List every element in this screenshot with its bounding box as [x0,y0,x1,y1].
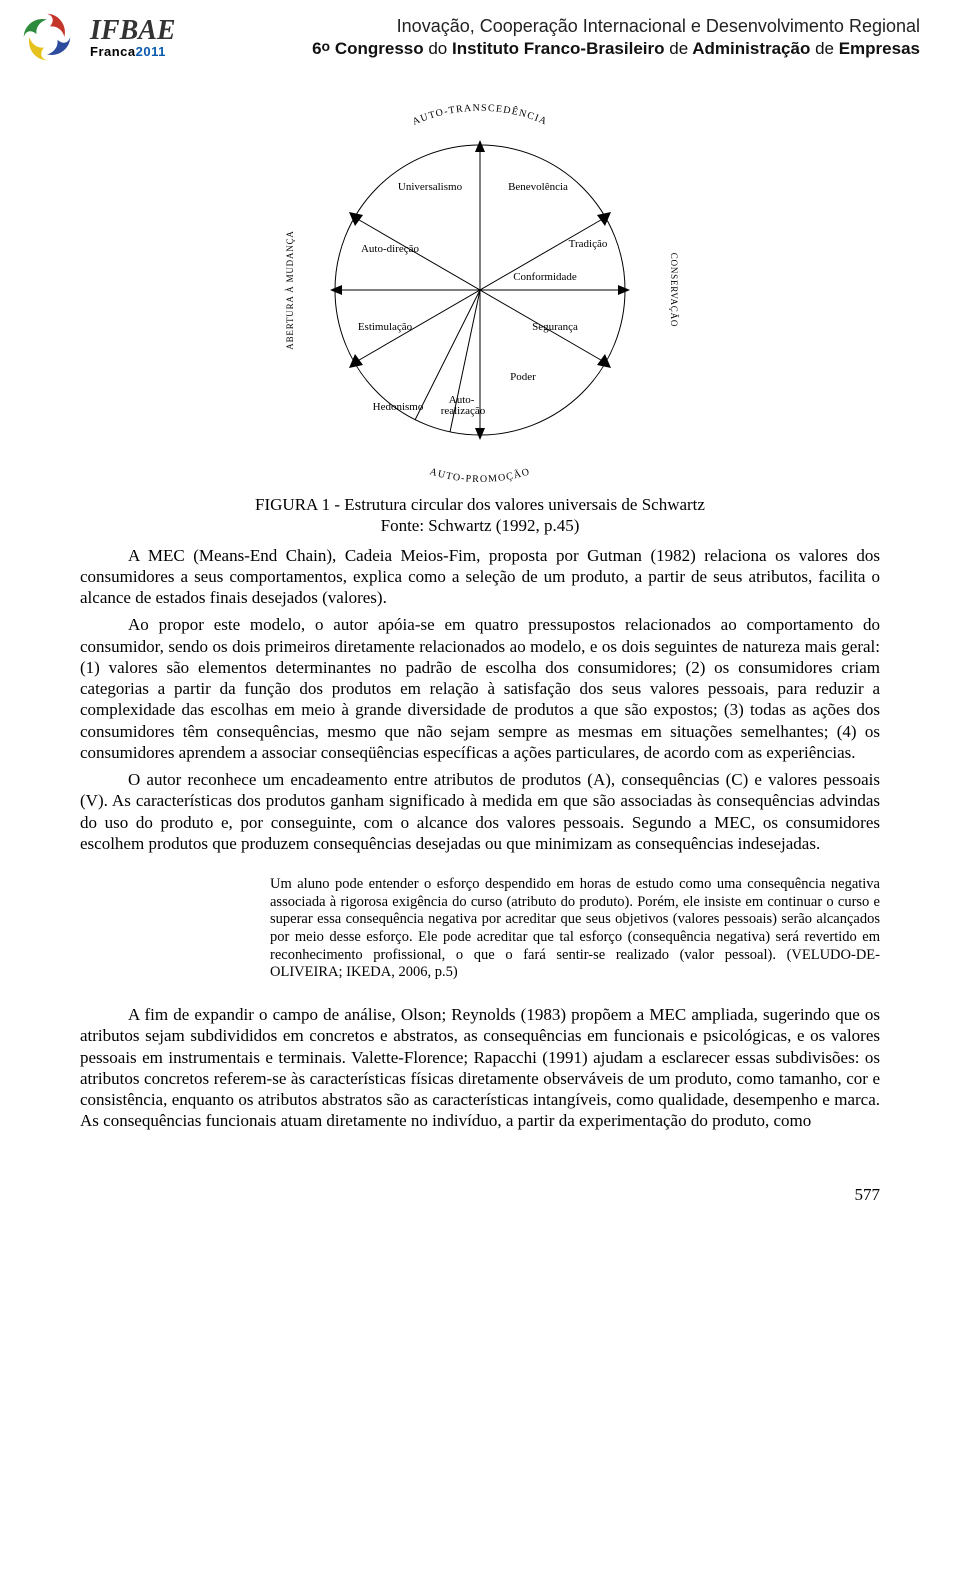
page-number: 577 [0,1162,960,1219]
congress-line: 6o Congresso do Instituto Franco-Brasile… [190,38,920,59]
header-right: Inovação, Cooperação Internacional e Des… [190,15,920,59]
article-body: A MEC (Means-End Chain), Cadeia Meios-Fi… [0,545,960,1162]
org-name: IFBAE [90,17,176,45]
ifbae-logo-icon [18,8,76,66]
block-quote: Um aluno pode entender o esforço despend… [270,876,880,982]
svg-text:ABERTURA À MUDANÇA: ABERTURA À MUDANÇA [285,230,295,349]
svg-text:Hedonismo: Hedonismo [373,401,424,413]
paragraph-3: O autor reconhece um encadeamento entre … [80,769,880,854]
svg-text:CONSERVAÇÃO: CONSERVAÇÃO [669,253,679,327]
conference-title: Inovação, Cooperação Internacional e Des… [190,15,920,38]
page-header: IFBAE Franca2011 Inovação, Cooperação In… [0,0,960,70]
paragraph-4: A fim de expandir o campo de análise, Ol… [80,1004,880,1132]
ifbae-text-block: IFBAE Franca2011 [90,17,176,58]
org-edition: Franca2011 [90,45,176,58]
paragraph-2: Ao propor este modelo, o autor apóia-se … [80,614,880,763]
figure-caption: FIGURA 1 - Estrutura circular dos valore… [245,494,715,537]
paragraph-1: A MEC (Means-End Chain), Cadeia Meios-Fi… [80,545,880,609]
svg-text:Auto-direção: Auto-direção [361,243,420,255]
svg-text:Benevolência: Benevolência [508,181,568,193]
svg-text:Conformidade: Conformidade [513,271,577,283]
svg-text:Universalismo: Universalismo [398,181,463,193]
svg-text:Segurança: Segurança [532,321,578,333]
svg-text:Tradição: Tradição [569,238,608,250]
svg-text:Auto- realização: Auto- realização [441,394,486,417]
svg-text:Poder: Poder [510,371,536,383]
figure-schwartz: AUTO-TRANSCEDÊNCIA AUTO-PROMOÇÃO ABERTUR… [245,80,715,537]
svg-text:Estimulação: Estimulação [358,321,413,333]
svg-text:AUTO-PROMOÇÃO: AUTO-PROMOÇÃO [428,466,531,485]
svg-text:AUTO-TRANSCEDÊNCIA: AUTO-TRANSCEDÊNCIA [411,103,549,128]
